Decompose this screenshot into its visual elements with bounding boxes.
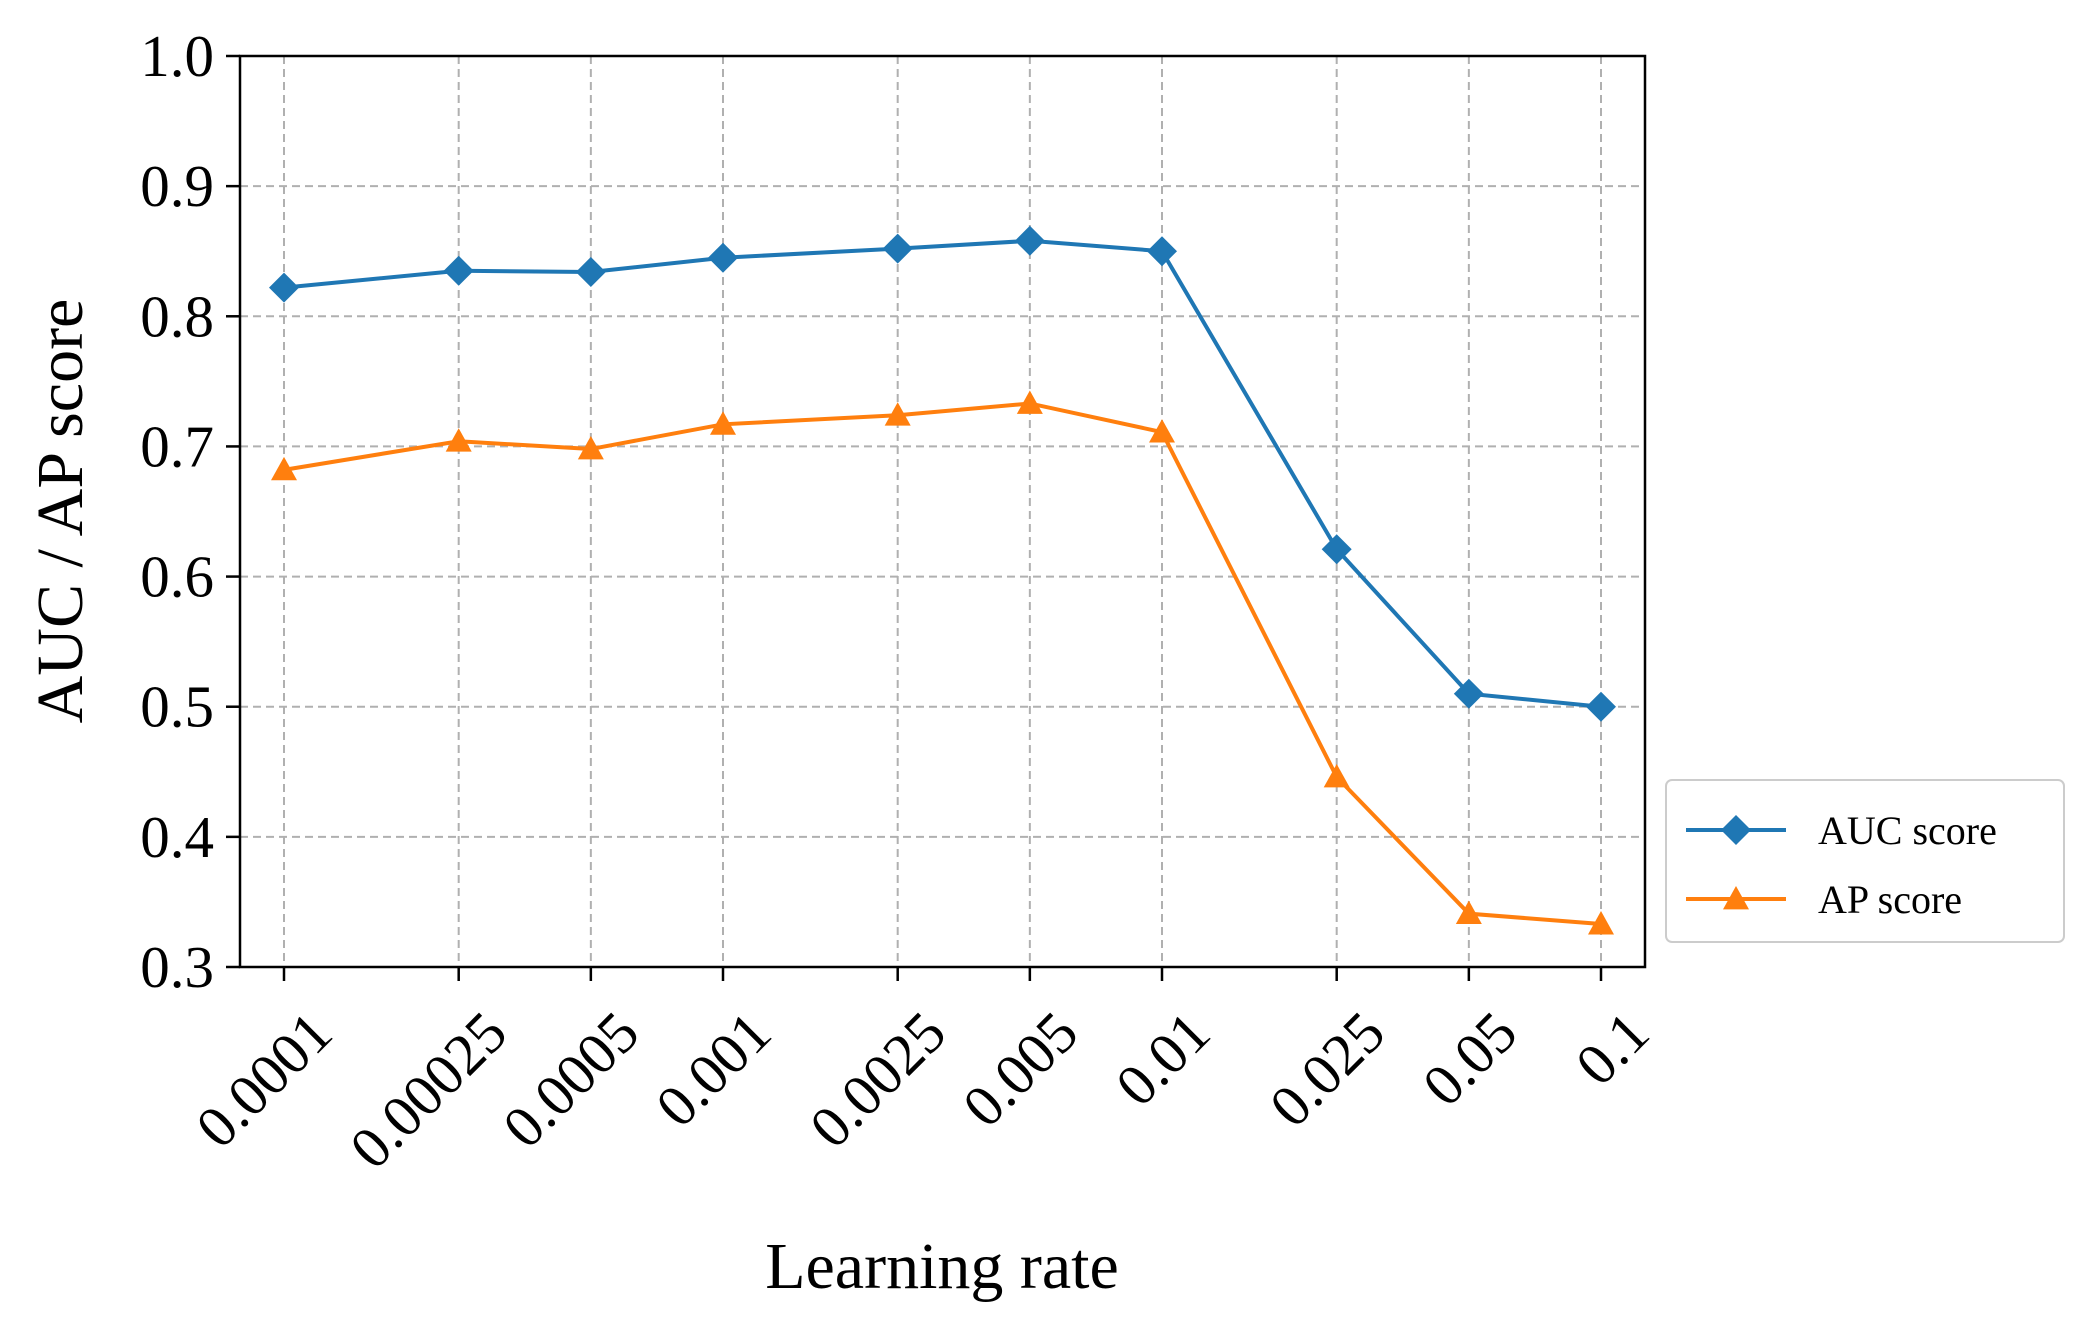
x-tick-label: 0.0025 xyxy=(797,999,958,1160)
legend-label: AP score xyxy=(1818,877,1962,922)
x-tick-label: 0.005 xyxy=(950,999,1091,1140)
grid xyxy=(240,56,1645,967)
data-point xyxy=(882,233,913,264)
data-point xyxy=(575,257,606,288)
x-tick-label: 0.05 xyxy=(1410,999,1530,1119)
x-tick-label: 0.0005 xyxy=(490,999,651,1160)
data-point xyxy=(1453,678,1484,709)
legend-item: AUC score xyxy=(1686,808,1997,853)
y-tick-label: 0.7 xyxy=(140,413,214,479)
data-point xyxy=(269,272,299,303)
legend-frame xyxy=(1665,779,2065,943)
plot-frame xyxy=(238,54,1647,969)
data-point xyxy=(443,255,474,286)
series-line xyxy=(283,238,1602,709)
series-triangle xyxy=(271,390,1614,935)
data-point xyxy=(577,436,604,460)
data-point xyxy=(1455,900,1482,925)
data-point xyxy=(1323,763,1350,788)
y-axis-label: AUC / AP score xyxy=(24,299,97,724)
legend-swatch-marker xyxy=(1723,886,1749,910)
data-point xyxy=(1147,236,1177,267)
y-tick-label: 0.3 xyxy=(140,934,214,1000)
legend-item: AP score xyxy=(1686,877,1962,922)
y-tick-label: 0.9 xyxy=(140,153,214,219)
data-point xyxy=(1588,911,1614,935)
data-point xyxy=(1321,534,1352,565)
data-point xyxy=(1586,691,1616,722)
data-point xyxy=(445,428,472,452)
y-tick-label: 0.5 xyxy=(140,674,214,740)
data-point xyxy=(708,242,738,273)
series xyxy=(269,225,1616,935)
data-point xyxy=(271,456,297,481)
x-tick-label: 0.01 xyxy=(1103,999,1223,1119)
legend: AUC score AP score xyxy=(1665,779,2065,943)
x-tick-label: 0.0001 xyxy=(183,999,344,1160)
y-tick-label: 0.6 xyxy=(140,544,214,610)
data-point xyxy=(1149,419,1175,443)
x-tick-label: 0.1 xyxy=(1563,999,1662,1098)
x-tick-label: 0.001 xyxy=(643,999,784,1140)
legend-swatch-marker xyxy=(1721,815,1751,845)
data-point xyxy=(1016,390,1043,414)
legend-label: AUC score xyxy=(1818,808,1997,853)
data-point xyxy=(1014,225,1045,256)
series-line xyxy=(283,401,1602,927)
x-tick-label: 0.00025 xyxy=(337,999,519,1181)
y-tick-label: 1.0 xyxy=(140,23,214,89)
y-tick-label: 0.4 xyxy=(140,804,214,870)
x-axis-label: Learning rate xyxy=(765,1230,1119,1303)
series-diamond xyxy=(269,225,1616,722)
data-point xyxy=(884,402,911,426)
y-tick-label: 0.8 xyxy=(140,283,214,349)
x-tick-label: 0.025 xyxy=(1257,999,1398,1140)
data-point xyxy=(710,411,736,435)
